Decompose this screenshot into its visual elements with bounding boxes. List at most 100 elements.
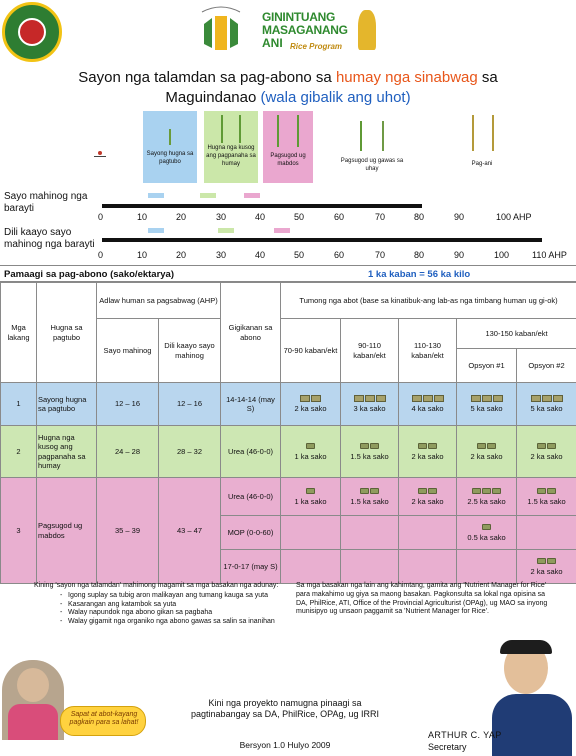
scale-bar-early <box>102 204 422 208</box>
scale-label-early: Sayo mahinog nga barayti <box>4 191 88 214</box>
secretary-title: Secretary <box>428 742 467 752</box>
fertilizer-source: Urea (46-0-0) <box>220 477 281 516</box>
seedling-icon <box>169 129 171 145</box>
scale-label-late: Dili kaayo sayo mahinog nga barayti <box>4 227 95 250</box>
step-number: 3 <box>0 477 37 584</box>
stage-early-growth: Sayong hugna sa pagtubo <box>143 111 197 183</box>
header-medium: Dili kaayo sayo mahinog <box>158 318 221 383</box>
marker-late-3 <box>274 228 290 233</box>
marker-early-1 <box>148 193 164 198</box>
amount-option-2: 2 ka sako <box>515 425 576 478</box>
header-yield-2: 90-110 kaban/ekt <box>340 318 399 383</box>
growth-stage: Hugna nga kusog ang pagpanaha sa humay <box>36 425 97 478</box>
marker-early-3 <box>244 193 260 198</box>
amount-yield-3: 2 ka sako <box>398 477 457 516</box>
step-number: 1 <box>0 382 37 426</box>
amount-option-2: 5 ka sako <box>515 382 576 426</box>
amount-option-1: 2 ka sako <box>456 425 517 478</box>
stage-tillering: Hugna nga kusog ang pagpanaha sa humay <box>204 111 258 183</box>
growth-stage: Sayong hugna sa pagtubo <box>36 382 97 426</box>
header-target-yield: Tumong nga abot (base sa kinatibuk-ang l… <box>279 282 576 319</box>
notes-right: Sa mga basakan nga lain ang kahimtang, g… <box>296 582 548 616</box>
seed-icon <box>94 151 106 157</box>
program-line-2: MASAGANANG <box>262 23 348 37</box>
header-days-after-sowing: Adlaw human sa pagsabwag (AHP) <box>96 282 221 319</box>
amount-yield-1: 1 ka sako <box>280 425 341 478</box>
program-line-3: ANI <box>262 36 283 50</box>
marker-late-1 <box>148 228 164 233</box>
title-note: (wala gibalik ang uhot) <box>260 89 411 106</box>
days-early: 24 – 28 <box>96 425 159 478</box>
department-agriculture-logo <box>192 4 250 60</box>
stage-heading: Pagsugod ug gawas sa uhay <box>336 111 408 183</box>
days-early: 12 – 16 <box>96 382 159 426</box>
header-yield-1: 70-90 kaban/ekt <box>280 318 341 383</box>
amount-yield-1: 2 ka sako <box>280 382 341 426</box>
days-medium: 12 – 16 <box>158 382 221 426</box>
arroyo-photo <box>2 660 64 740</box>
list-item: Kasarangan ang katambok sa yuta <box>60 601 284 610</box>
amount-option-1: 5 ka sako <box>456 382 517 426</box>
header-option-2: Opsyon #2 <box>515 348 576 383</box>
title-highlight: humay nga sinabwag <box>335 69 478 86</box>
list-item: Igong suplay sa tubig aron malikayan ang… <box>60 592 284 601</box>
fertilizer-source: 14-14-14 (may S) <box>220 382 281 426</box>
table-title: Pamaagi sa pag-abono (sako/ektarya) <box>4 269 175 280</box>
secretary-name: ARTHUR C. YAP <box>428 730 502 740</box>
version-label: Bersyon 1.0 Hulyo 2009 <box>239 740 331 750</box>
header-yield-3: 110-130 kaban/ekt <box>398 318 457 383</box>
ginintuang-masaganang-ani-logo: GININTUANG MASAGANANG ANI Rice Program <box>262 10 377 62</box>
step-number: 2 <box>0 425 37 478</box>
amount-yield-2: 1.5 ka sako <box>340 477 399 516</box>
table-title-bar: Pamaagi sa pag-abono (sako/ektarya) 1 ka… <box>0 265 576 282</box>
header-source: Gigikanan sa abono <box>220 282 281 383</box>
harvest-plant-icon <box>472 115 494 151</box>
project-statement: Kini nga proyekto namugna pinaagi sa pag… <box>191 698 379 720</box>
heading-plant-icon <box>360 121 384 151</box>
stage-panicle-initiation: Pagsugod ug mabdos <box>263 111 313 183</box>
table-row: 2 Hugna nga kusog ang pagpanaha sa humay… <box>0 425 576 478</box>
table-row: MOP (0-0-60) 0.5 ka sako <box>1 515 576 550</box>
amount-option-1: 0.5 ka sako <box>456 515 517 550</box>
speech-bubble: Sapat at abot-kayang pagkain para sa lah… <box>60 706 146 736</box>
panicle-plant-icon <box>277 115 299 147</box>
amount-yield-3: 4 ka sako <box>398 382 457 426</box>
table-row: 3 Pagsugod ug mabdos 35 – 39 43 – 47 Ure… <box>0 477 576 584</box>
amount-yield-2: 3 ka sako <box>340 382 399 426</box>
province-seal-logo <box>2 2 62 62</box>
amount-yield-2: 1.5 ka sako <box>340 425 399 478</box>
notes-left: Kining 'sayon nga talamdan' mahimong mag… <box>34 582 284 627</box>
kaban-conversion: 1 ka kaban = 56 ka kilo <box>368 269 471 280</box>
list-item: Walay napundok nga abono gikan sa pagbah… <box>60 609 284 618</box>
amount-option-2: 2 ka sako <box>515 549 576 584</box>
scale-ticks-early: 0 10 20 30 40 50 60 70 80 90 100 AHP <box>98 212 532 222</box>
table-row: 17-0-17 (may S) 2 ka sako <box>1 549 576 584</box>
rice-grain-icon <box>358 10 376 50</box>
amount-option-2: 1.5 ka sako <box>515 477 576 516</box>
header-option-1: Opsyon #1 <box>456 348 517 383</box>
fertilizer-table: Mga lakang Hugna sa pagtubo Adlaw human … <box>0 282 576 584</box>
yap-photo <box>488 638 576 756</box>
header-growth-stage: Hugna sa pagtubo <box>36 282 97 383</box>
program-subtitle: Rice Program <box>290 42 343 51</box>
header-steps: Mga lakang <box>0 282 37 383</box>
header-yield-4: 130-150 kaban/ekt <box>455 318 576 349</box>
program-line-1: GININTUANG <box>262 10 335 24</box>
days-medium: 28 – 32 <box>158 425 221 478</box>
marker-early-2 <box>200 193 216 198</box>
growth-stage: Pagsugod ug mabdos <box>36 477 97 584</box>
fertilizer-source: 17-0-17 (may S) <box>220 549 281 584</box>
fertilizer-source: MOP (0-0-60) <box>220 515 281 550</box>
table-row: 1 Sayong hugna sa pagtubo 12 – 16 12 – 1… <box>0 382 576 426</box>
fertilizer-source: Urea (46-0-0) <box>220 425 281 478</box>
scale-ticks-late: 0 10 20 30 40 50 60 70 80 90 100 110 AHP <box>98 250 567 260</box>
notes-intro: Kining 'sayon nga talamdan' mahimong mag… <box>34 582 279 589</box>
amount-option-1: 2.5 ka sako <box>456 477 517 516</box>
header-early: Sayo mahinog <box>96 318 159 383</box>
amount-yield-1: 1 ka sako <box>280 477 341 516</box>
list-item: Walay gigamit nga organiko nga abono gaw… <box>60 618 284 627</box>
days-early: 35 – 39 <box>96 477 159 584</box>
days-medium: 43 – 47 <box>158 477 221 584</box>
amount-yield-3: 2 ka sako <box>398 425 457 478</box>
stage-harvest: Pag-ani <box>452 111 512 183</box>
